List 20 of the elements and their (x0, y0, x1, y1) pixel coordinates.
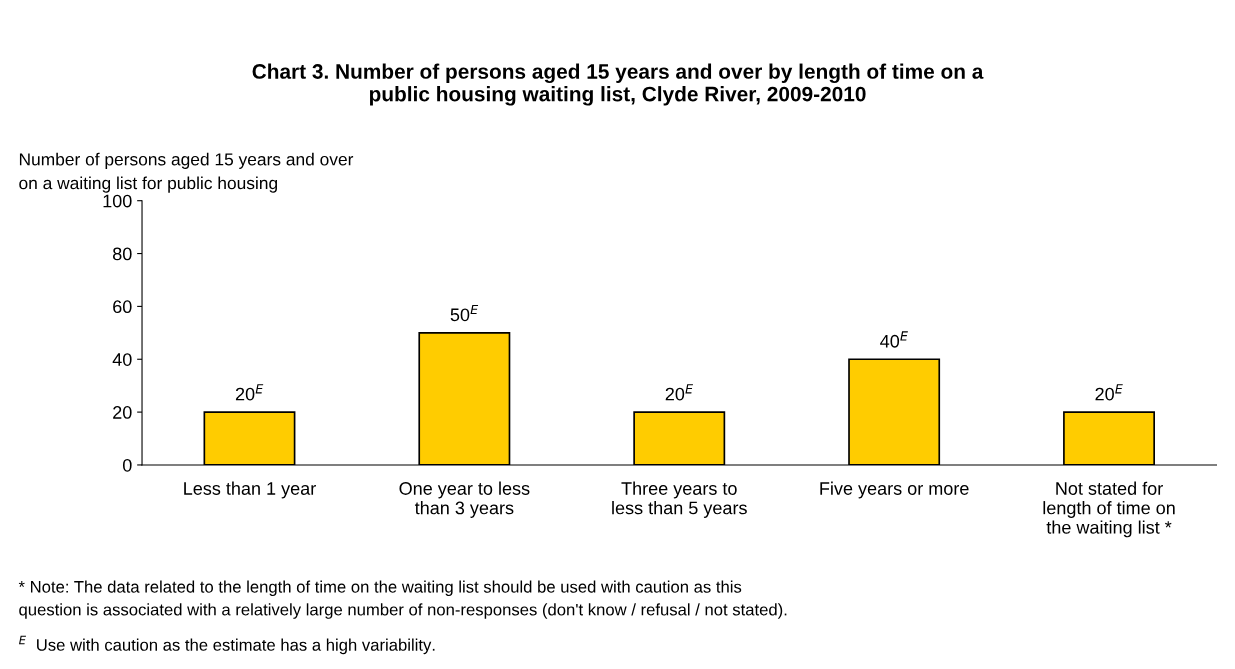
x-tick-label: Not stated for length of time on the waiting list * (1043, 481, 1175, 538)
data-label: 20$^{E}$ (1095, 384, 1123, 401)
x-tick-label: One year to less than 3 years (399, 481, 530, 518)
y-tick-label: 100 (103, 194, 132, 208)
data-label: 50$^{E}$ (450, 304, 479, 322)
y-axis-title: Number of persons aged 15 years and over on a waiting list for public housing (19, 152, 354, 193)
y-tick-label: 60 (113, 300, 132, 314)
y-tick-label: 0 (122, 458, 132, 472)
y-tick-label: 80 (113, 247, 132, 261)
x-tick-label: Three years to less than 5 years (612, 481, 747, 518)
data-label: 20$^{E}$ (665, 384, 694, 401)
data-label: 40$^{E}$ (880, 331, 908, 348)
y-tick-label: 40 (112, 353, 132, 366)
x-tick-label: Less than 1 year (184, 481, 316, 499)
x-tick-label: Five years or more (820, 481, 969, 499)
y-tick-label: 20 (113, 406, 132, 419)
chart-title: Chart 3. Number of persons aged 15 years and over by length of time on a public housing waiting list, Clyde River, 2009-2010 (252, 63, 984, 106)
text: $^{E}$ Use with caution as the estimate has a high variability. (19, 635, 435, 655)
text: * Note: The data related to the length of time on the waiting list should be used with caution as this question is associated with a relatively large number of non-responses (don't know / refusal / not stated). (18, 580, 787, 619)
data-label: 20$^{E}$ (235, 384, 264, 401)
